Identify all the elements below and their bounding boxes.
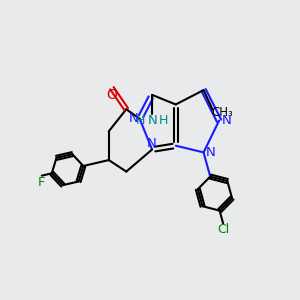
Text: N: N (206, 146, 215, 159)
Text: N: N (147, 136, 157, 149)
Text: N: N (221, 114, 231, 127)
Text: O: O (106, 88, 117, 102)
Text: CH₃: CH₃ (212, 106, 234, 119)
Text: Cl: Cl (217, 224, 229, 236)
Text: H: H (159, 114, 168, 127)
Text: F: F (38, 176, 46, 189)
Text: H: H (136, 114, 146, 127)
Text: N: N (128, 112, 138, 125)
Text: N: N (148, 114, 158, 127)
